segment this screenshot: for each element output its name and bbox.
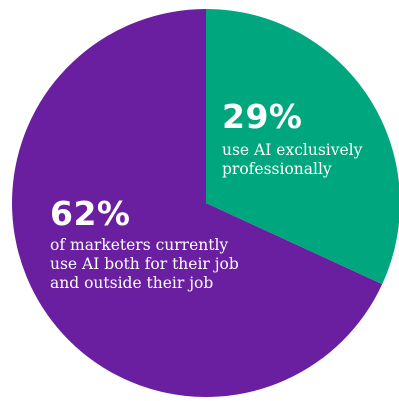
percent-label-professional: 29% [222,97,303,136]
description-line: professionally [222,160,332,178]
description-professional: use AI exclusively professionally [222,141,392,179]
description-line: use AI both for their job [50,255,239,273]
description-line: of marketers currently [50,236,229,254]
pie-slice-both [12,9,383,397]
slice-label-both: 62% of marketers currently use AI both f… [50,197,310,293]
description-line: use AI exclusively [222,141,363,159]
description-line: and outside their job [50,274,214,292]
description-both: of marketers currently use AI both for t… [50,236,310,293]
pie-slice-professional [206,9,399,285]
slice-label-professional: 29% use AI exclusively professionally [222,100,392,179]
percent-label-both: 62% [50,194,131,233]
